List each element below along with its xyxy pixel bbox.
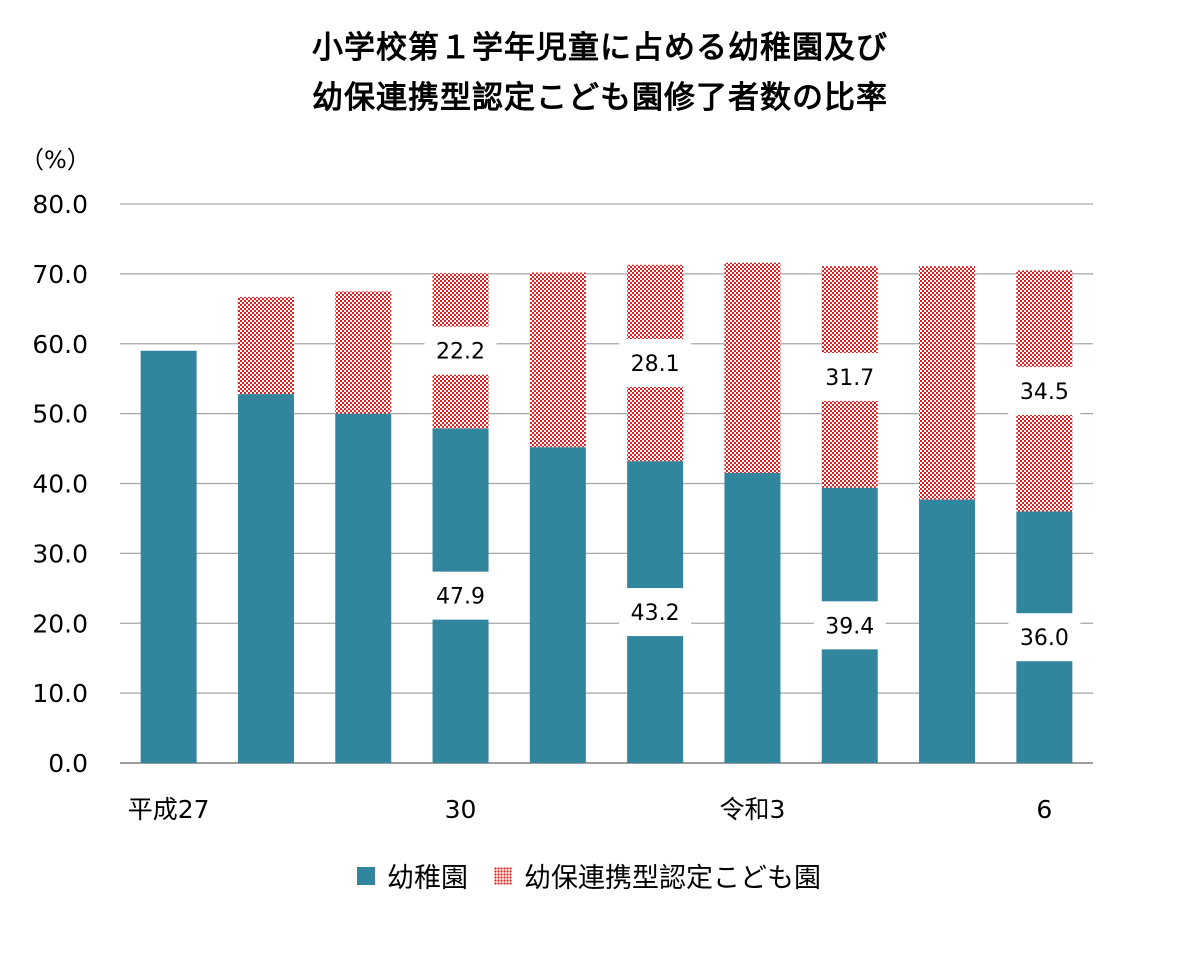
legend-label-kindergarten: 幼稚園 [387,863,468,894]
data-label-box [424,571,497,620]
bar-nintei-kodomoen [529,272,586,448]
data-label-nintei-kodomoen: 31.7 [825,366,874,391]
y-tick-label: 50.0 [32,400,88,429]
x-tick-label: 30 [445,795,477,824]
y-tick-label: 80.0 [32,190,88,219]
bar-kindergarten [140,350,197,763]
legend-item-nintei-kodomoen: 幼保連携型認定こども園 [494,856,821,895]
data-label-box [619,338,692,387]
data-label-nintei-kodomoen: 28.1 [631,352,680,377]
data-label-box [619,588,692,637]
legend-item-kindergarten: 幼稚園 [357,856,468,895]
data-label-box [1008,613,1081,662]
bar-kindergarten [335,413,392,763]
y-tick-label: 30.0 [32,539,88,568]
bar-nintei-kodomoen [724,262,781,474]
data-label-kindergarten: 39.4 [825,614,874,639]
bar-kindergarten [237,394,294,763]
legend-swatch-kindergarten [357,866,375,885]
chart-title-line-2: 幼保連携型認定こども園修了者数の比率 [312,80,888,116]
data-label-box [813,601,886,650]
data-label-box [813,352,886,401]
y-tick-label: 60.0 [32,330,88,359]
data-label-nintei-kodomoen: 22.2 [436,340,485,365]
data-label-box [1008,366,1081,415]
y-tick-label: 0.0 [48,749,88,778]
data-label-kindergarten: 47.9 [436,585,485,610]
bar-kindergarten [529,447,586,763]
legend: 幼稚園 幼保連携型認定こども園 [357,856,847,895]
bar-nintei-kodomoen [237,296,294,395]
y-tick-label: 10.0 [32,679,88,708]
data-label-kindergarten: 36.0 [1020,626,1069,651]
bar-kindergarten [919,499,976,763]
y-axis-unit-label: （%） [20,146,91,174]
legend-label-nintei-kodomoen: 幼保連携型認定こども園 [524,863,821,894]
data-label-kindergarten: 43.2 [631,601,680,626]
x-tick-label: 令和3 [719,795,785,824]
chart-title-line-1: 小学校第１学年児童に占める幼稚園及び [312,30,888,66]
y-tick-label: 70.0 [32,260,88,289]
x-tick-label: 平成27 [128,795,210,824]
x-tick-label: 6 [1036,795,1052,824]
legend-swatch-nintei-kodomoen [494,866,512,885]
bar-nintei-kodomoen [919,266,976,500]
data-label-box [424,326,497,375]
y-tick-label: 40.0 [32,470,88,499]
bar-kindergarten [724,473,781,763]
bar-nintei-kodomoen [335,291,392,414]
data-label-nintei-kodomoen: 34.5 [1020,380,1069,405]
y-tick-label: 20.0 [32,609,88,638]
